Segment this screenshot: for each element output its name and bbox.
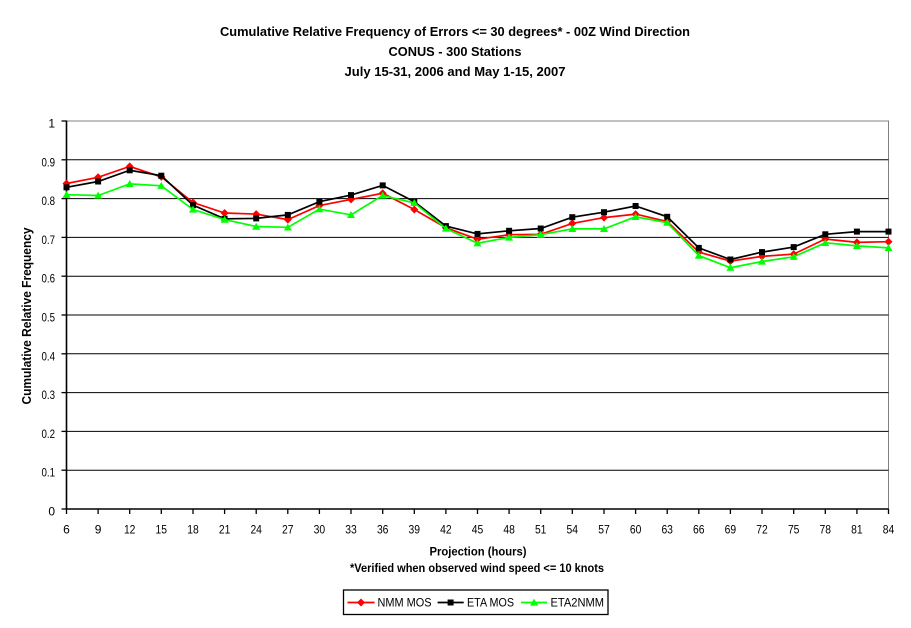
svg-text:*Verified when observed wind s: *Verified when observed wind speed <= 10… bbox=[350, 561, 604, 575]
svg-text:ETA2NMM: ETA2NMM bbox=[551, 596, 605, 610]
svg-text:6: 6 bbox=[63, 523, 70, 537]
svg-text:57: 57 bbox=[598, 523, 610, 537]
svg-text:60: 60 bbox=[630, 523, 642, 537]
svg-text:36: 36 bbox=[377, 523, 389, 537]
svg-text:78: 78 bbox=[820, 523, 832, 537]
svg-text:NMM MOS: NMM MOS bbox=[378, 596, 432, 610]
svg-text:0.9: 0.9 bbox=[42, 155, 56, 169]
svg-text:0.7: 0.7 bbox=[42, 233, 56, 247]
svg-text:0.4: 0.4 bbox=[42, 349, 56, 363]
svg-text:33: 33 bbox=[345, 523, 357, 537]
svg-text:39: 39 bbox=[409, 523, 421, 537]
svg-text:0.6: 0.6 bbox=[42, 272, 56, 286]
svg-text:Cumulative Relative Frequency: Cumulative Relative Frequency bbox=[19, 227, 34, 405]
svg-text:0.2: 0.2 bbox=[42, 427, 56, 441]
svg-text:84: 84 bbox=[883, 523, 895, 537]
svg-text:ETA MOS: ETA MOS bbox=[467, 596, 514, 610]
svg-text:42: 42 bbox=[440, 523, 452, 537]
svg-text:1: 1 bbox=[48, 117, 55, 131]
svg-text:21: 21 bbox=[219, 523, 231, 537]
svg-text:66: 66 bbox=[693, 523, 705, 537]
svg-text:51: 51 bbox=[535, 523, 547, 537]
svg-text:45: 45 bbox=[472, 523, 484, 537]
svg-text:72: 72 bbox=[756, 523, 768, 537]
svg-text:15: 15 bbox=[156, 523, 168, 537]
svg-text:54: 54 bbox=[567, 523, 579, 537]
svg-text:0.5: 0.5 bbox=[42, 311, 56, 325]
svg-text:12: 12 bbox=[124, 523, 136, 537]
svg-text:Projection (hours): Projection (hours) bbox=[430, 545, 527, 559]
svg-text:CONUS - 300 Stations: CONUS - 300 Stations bbox=[389, 44, 522, 59]
svg-text:75: 75 bbox=[788, 523, 800, 537]
svg-text:July 15-31, 2006 and May 1-15,: July 15-31, 2006 and May 1-15, 2007 bbox=[345, 64, 566, 79]
svg-text:9: 9 bbox=[95, 523, 102, 537]
svg-text:48: 48 bbox=[503, 523, 515, 537]
svg-text:0.3: 0.3 bbox=[42, 388, 56, 402]
svg-text:81: 81 bbox=[851, 523, 863, 537]
svg-text:69: 69 bbox=[725, 523, 737, 537]
svg-text:24: 24 bbox=[250, 523, 262, 537]
svg-text:27: 27 bbox=[282, 523, 294, 537]
svg-text:Cumulative Relative Frequency: Cumulative Relative Frequency of Errors … bbox=[220, 24, 690, 39]
svg-text:30: 30 bbox=[314, 523, 326, 537]
svg-text:0: 0 bbox=[48, 505, 55, 519]
svg-text:0.1: 0.1 bbox=[42, 466, 56, 480]
svg-text:0.8: 0.8 bbox=[42, 194, 56, 208]
svg-text:18: 18 bbox=[187, 523, 199, 537]
svg-text:63: 63 bbox=[661, 523, 673, 537]
